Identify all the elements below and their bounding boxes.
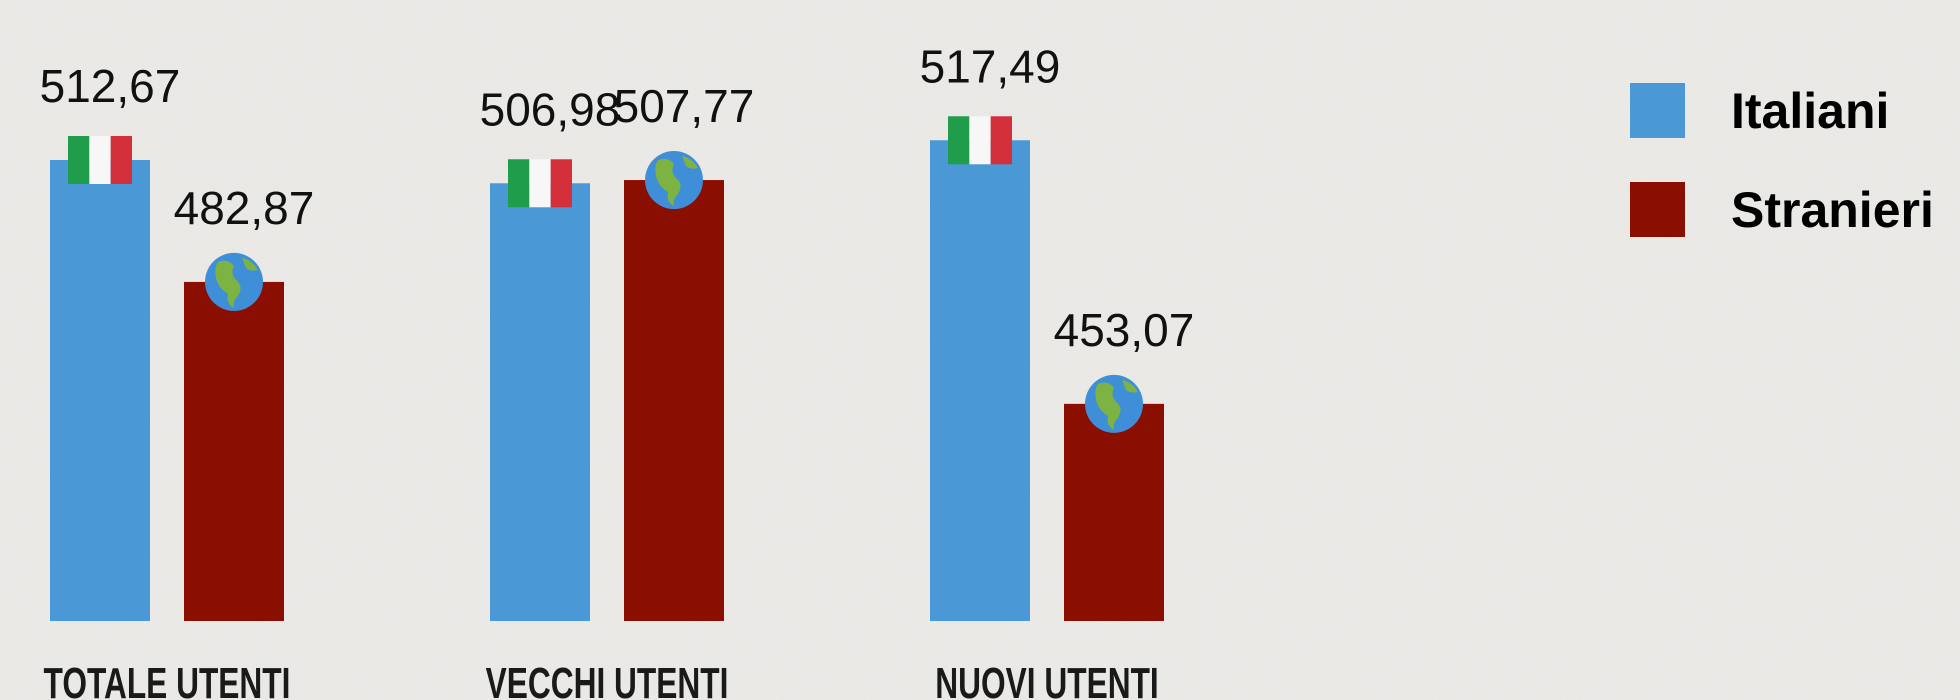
bar	[50, 159, 150, 621]
flag-green	[508, 159, 530, 208]
value-label: 506,98	[480, 83, 621, 135]
value-label: 517,49	[920, 40, 1061, 92]
flag-red	[110, 135, 132, 184]
flag-red	[550, 159, 572, 208]
globe-land	[215, 257, 258, 308]
italy-flag	[68, 135, 132, 184]
bar	[184, 281, 284, 621]
value-label: 507,77	[614, 80, 755, 132]
globe-icon	[205, 252, 263, 311]
flag-white	[969, 116, 991, 165]
italy-flag	[508, 159, 572, 208]
legend-swatch	[1630, 83, 1685, 138]
x-tick-label: TOTALE UTENTI	[44, 659, 291, 700]
flag-white	[89, 135, 111, 184]
globe-land	[655, 156, 698, 207]
bar	[930, 140, 1030, 621]
globe-icon	[645, 151, 703, 210]
flag-green	[68, 135, 90, 184]
legend-swatch	[1630, 182, 1685, 237]
flag-red	[990, 116, 1012, 165]
bar	[1064, 403, 1164, 621]
flag-white	[529, 159, 551, 208]
bar	[624, 180, 724, 621]
value-label: 453,07	[1054, 304, 1195, 356]
legend-label: Stranieri	[1731, 182, 1934, 238]
globe-land	[1095, 379, 1138, 430]
value-label: 512,67	[40, 60, 181, 112]
value-label: 482,87	[174, 182, 315, 234]
x-tick-label: VECCHI UTENTI	[486, 659, 729, 700]
italy-flag	[948, 116, 1012, 165]
bar	[490, 183, 590, 621]
x-tick-label: NUOVI UTENTI	[935, 659, 1158, 700]
legend-label: Italiani	[1731, 83, 1889, 139]
globe-icon	[1085, 374, 1143, 433]
flag-green	[948, 116, 970, 165]
